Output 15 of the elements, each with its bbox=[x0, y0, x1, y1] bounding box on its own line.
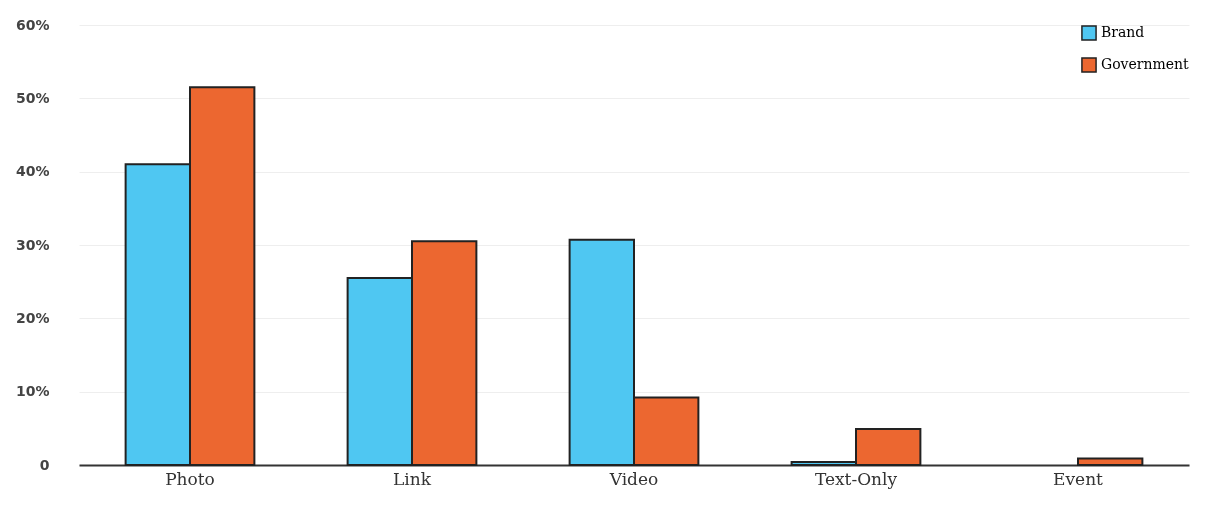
x-tick-label: Text-Only bbox=[814, 468, 898, 489]
y-tick-label: 60% bbox=[15, 16, 50, 33]
legend-label: Government bbox=[1101, 56, 1190, 72]
x-tick-label: Photo bbox=[165, 468, 215, 489]
y-tick-label: 10% bbox=[15, 383, 50, 400]
x-tick-label: Event bbox=[1053, 468, 1104, 489]
y-tick-label: 0 bbox=[39, 456, 50, 473]
legend-label: Brand bbox=[1101, 24, 1145, 40]
y-tick-label: 40% bbox=[15, 163, 50, 180]
y-tick-label: 20% bbox=[15, 309, 50, 326]
x-tick-label: Link bbox=[393, 468, 432, 489]
bar bbox=[1077, 457, 1144, 466]
x-tick-label: Video bbox=[608, 468, 659, 489]
y-tick-label: 30% bbox=[15, 236, 50, 253]
y-tick-label: 50% bbox=[15, 89, 50, 106]
